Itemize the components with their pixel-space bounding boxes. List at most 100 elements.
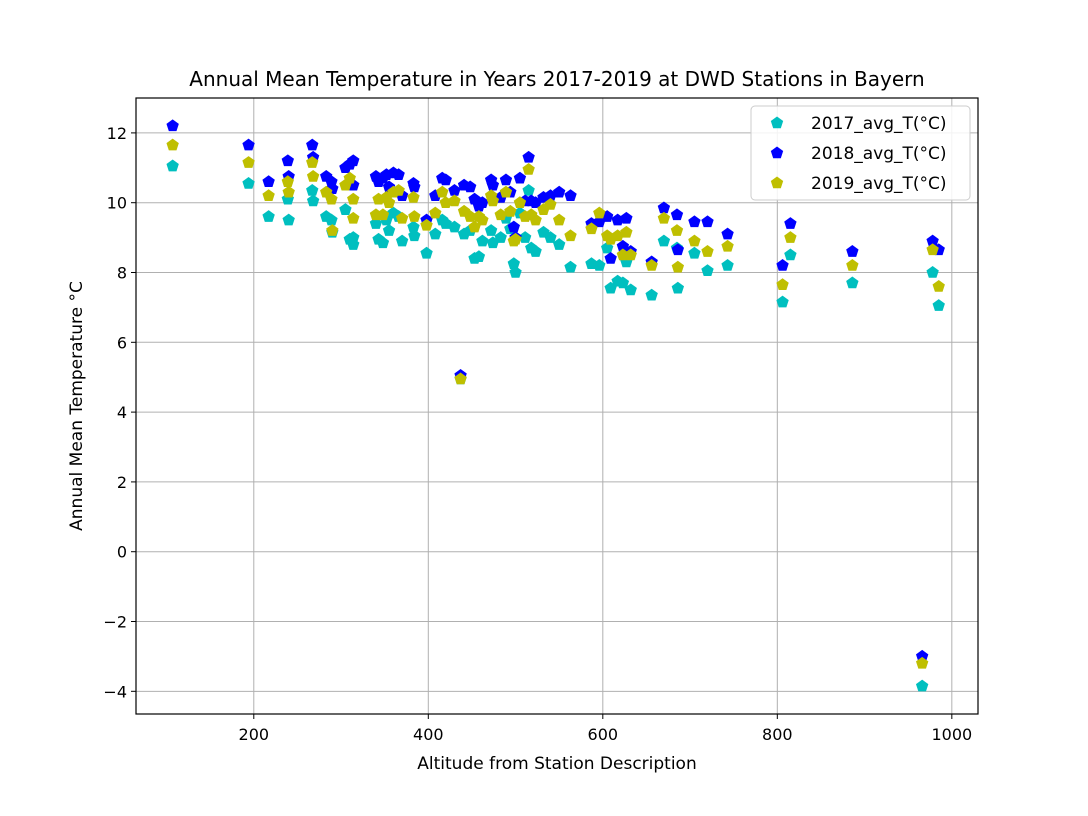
y-tick-label: 2 [117,473,127,492]
data-point [721,259,734,271]
data-point [282,213,295,226]
data-point [347,154,360,167]
data-point [620,211,633,224]
y-tick-label: −2 [103,613,127,632]
data-point [915,656,929,669]
legend: 2017_avg_T(°C) 2018_avg_T(°C) 2019_avg_T(°… [750,105,971,201]
data-point [688,215,701,228]
data-point [529,213,542,226]
data-point [616,276,630,289]
data-point [564,229,577,242]
data-point [688,246,701,259]
data-point [926,266,939,278]
data-point [553,213,566,226]
data-point [448,220,461,233]
x-tick-label: 200 [239,725,270,744]
data-point [494,231,507,243]
data-point [436,185,449,198]
data-point [347,231,360,243]
data-point [507,220,520,233]
data-point [513,171,527,184]
y-tick-label: 12 [107,124,127,143]
data-point [347,192,360,205]
data-point [776,295,789,308]
legend-marker [770,176,784,189]
data-point [472,250,486,263]
data-point [657,234,671,247]
data-point [522,163,535,175]
data-point [657,211,671,224]
data-point [784,217,797,229]
data-point [504,204,517,217]
data-point [392,168,405,181]
data-point [408,180,421,193]
data-point [529,245,542,257]
data-point [326,224,339,236]
data-point [522,183,535,196]
data-point [624,283,637,296]
data-point [468,220,481,233]
data-point [593,259,606,271]
data-point [281,175,294,188]
data-point [448,183,461,196]
data-point [846,276,859,289]
legend-label: 2019_avg_T(°C) [811,174,947,194]
data-point [553,185,566,198]
data-point [376,236,390,249]
data-point [926,234,939,247]
data-point [420,246,433,259]
data-point [585,222,598,235]
data-point [507,257,520,270]
data-point [347,238,360,250]
data-point [645,259,658,271]
data-point [932,279,945,292]
data-point [784,231,797,243]
data-point [776,259,789,271]
x-tick-label: 400 [413,725,444,744]
legend-label: 2018_avg_T(°C) [811,144,947,164]
x-tick-label: 1000 [931,725,972,744]
data-point [671,243,685,256]
data-point [701,264,714,277]
data-point [395,234,409,247]
data-point [776,278,789,290]
data-point [553,238,566,250]
data-point [347,211,360,224]
y-tick-label: 4 [117,403,127,422]
data-point [915,679,929,692]
data-point [604,252,617,264]
data-point [611,229,624,242]
data-point [513,196,527,208]
x-tick-label: 800 [762,725,793,744]
data-point [464,210,477,222]
data-point [701,245,714,257]
data-point [670,208,684,221]
data-point [509,232,522,245]
data-point [915,649,929,662]
data-point [564,189,577,201]
data-point [645,288,658,301]
y-tick-label: 8 [117,264,127,283]
data-point [166,119,179,132]
data-point [407,190,420,203]
data-point [407,220,420,233]
data-point [306,156,319,168]
data-point [670,224,684,236]
data-point [242,156,255,168]
data-point [926,243,939,256]
data-point [688,234,701,247]
plot-frame [135,97,979,715]
data-point [494,208,507,221]
data-point [242,138,255,151]
data-point [262,189,275,201]
legend-marker [770,116,784,129]
data-point [262,210,275,222]
data-point [339,203,352,215]
data-point [476,234,489,247]
data-point [454,372,467,385]
data-point [439,173,452,186]
legend-label: 2017_avg_T(°C) [811,114,947,134]
data-point [464,180,477,193]
series-3-points [166,138,945,669]
